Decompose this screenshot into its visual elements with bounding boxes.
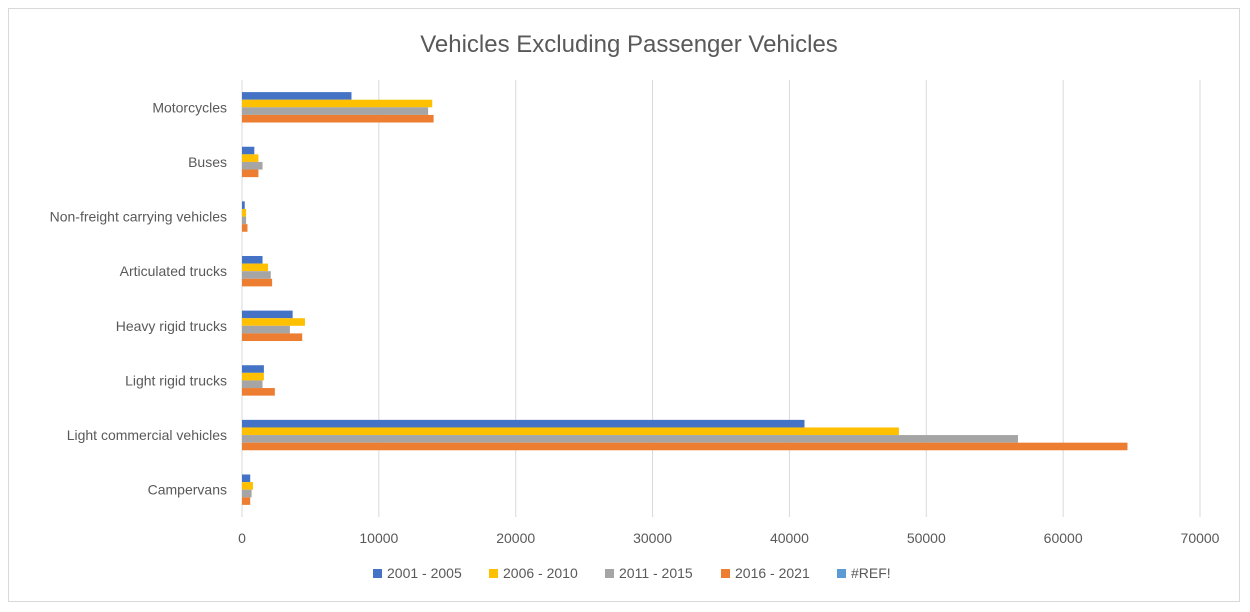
bar [242,419,805,428]
chart-title: Vehicles Excluding Passenger Vehicles [420,31,838,58]
bar [242,380,263,389]
legend-label: #REF! [851,565,891,581]
bar [242,146,255,155]
x-tick-label: 50000 [907,530,946,546]
bar [242,427,899,436]
category-label: Campervans [148,482,227,498]
x-axis-tick-labels: 0 10000 20000 30000 40000 50000 60000 70000 [238,530,1220,546]
category-label: Non-freight carrying vehicles [50,209,227,225]
bar [242,482,253,490]
x-tick-label: 70000 [1181,530,1220,546]
bar [242,255,263,264]
category-labels: Motorcycles Buses Non-freight carrying veh… [50,99,227,497]
bar [242,489,252,498]
bar [242,310,293,319]
bar [242,169,259,178]
bar [242,99,433,108]
bar [242,208,247,217]
bar [242,224,248,232]
bar [242,435,1018,443]
bar [242,318,305,326]
category-label: Light commercial vehicles [67,427,227,443]
x-tick-label: 60000 [1044,530,1083,546]
legend-swatch [837,569,846,578]
x-tick-label: 40000 [770,530,809,546]
bar [242,201,245,209]
bar [242,325,290,334]
bar [242,263,269,272]
bar [242,271,271,279]
x-tick-label: 10000 [359,530,398,546]
x-tick-label: 30000 [633,530,672,546]
bar [242,388,275,396]
bar [242,372,264,381]
category-label: Motorcycles [152,99,227,115]
legend-label: 2011 - 2015 [619,565,693,581]
bar [242,442,1128,451]
legend: 2001 - 2005 2006 - 2010 2011 - 2015 2016 - … [373,565,891,581]
bar [242,107,429,115]
category-label: Light rigid trucks [125,372,227,388]
category-label: Buses [188,154,227,170]
legend-label: 2006 - 2010 [503,565,578,581]
chart-frame [8,8,1240,602]
bar [242,92,352,100]
bar [242,365,264,373]
legend-swatch [373,569,382,578]
x-tick-label: 0 [238,530,246,546]
bar [242,161,263,170]
bar [242,333,303,342]
legend-swatch [605,569,614,578]
legend-label: 2016 - 2021 [735,565,810,581]
legend-swatch [721,569,730,578]
legend-swatch [489,569,498,578]
bar [242,114,434,123]
category-label: Articulated trucks [120,263,227,279]
bar [242,497,251,505]
bar [242,216,247,225]
bar [242,154,259,162]
bar [242,474,251,483]
bars [242,92,1128,505]
x-tick-label: 20000 [496,530,535,546]
gridlines [241,80,1201,517]
legend-label: 2001 - 2005 [387,565,462,581]
bar [242,278,273,287]
category-label: Heavy rigid trucks [116,318,227,334]
